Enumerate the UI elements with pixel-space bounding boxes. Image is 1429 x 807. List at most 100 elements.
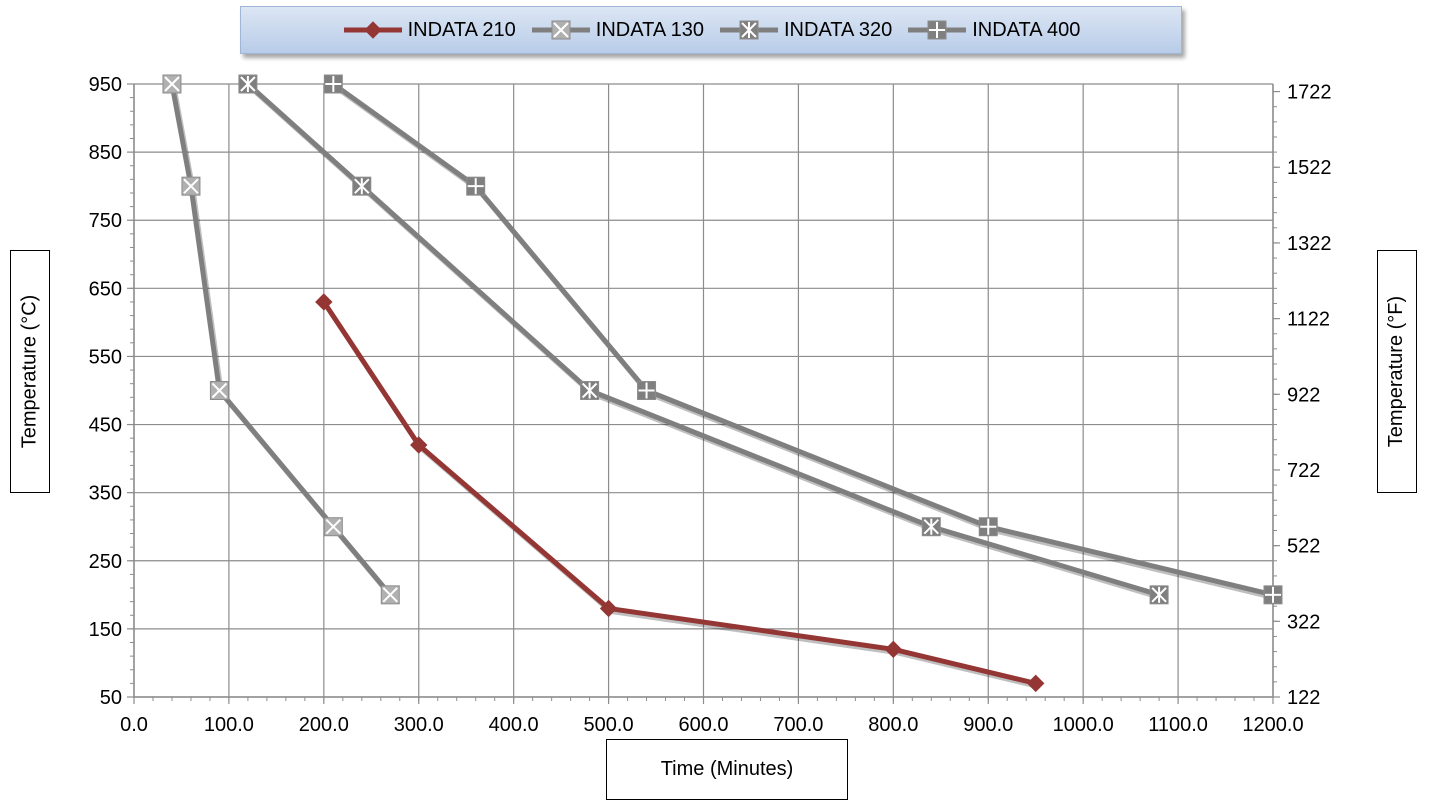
- x-tick-label: 100.0: [204, 714, 254, 736]
- data-point: [238, 74, 258, 94]
- diamond-marker: [884, 640, 903, 659]
- y-tick-label: 550: [89, 346, 122, 368]
- y-tick-label: 350: [89, 483, 122, 505]
- x-tick-label: 200.0: [299, 714, 349, 736]
- data-point: [209, 381, 229, 400]
- tick-labels: 0.0 100.0 200.0 300.0 400.0 500.0 600.0 700.0 80…: [89, 74, 1332, 736]
- x-tick-label: 400.0: [489, 714, 539, 736]
- y-tick-label: 850: [89, 142, 122, 164]
- data-point: [466, 176, 486, 196]
- legend-item: INDATA 130: [530, 18, 704, 42]
- data-point: [884, 640, 903, 659]
- y-axis-title: Temperature (°C): [18, 294, 41, 449]
- series-line: [169, 83, 393, 597]
- x-tick-label: 1200.0: [1242, 714, 1303, 736]
- y2-axis-title-box: Temperature (°F): [1377, 250, 1417, 493]
- marker-cross: [382, 587, 398, 603]
- y2-tick-label: 1322: [1287, 233, 1332, 255]
- series-indata-400: [323, 74, 1283, 605]
- data-point: [1027, 674, 1045, 693]
- x-tick-label: 700.0: [773, 714, 823, 736]
- diamond-marker: [363, 21, 382, 39]
- data-point: [323, 517, 343, 537]
- y2-tick-label: 1522: [1287, 157, 1332, 179]
- y-axis-title-box: Temperature (°C): [10, 250, 50, 493]
- y2-tick-label: 722: [1287, 460, 1320, 482]
- y2-tick-label: 1722: [1287, 82, 1332, 104]
- y2-tick-label: 922: [1287, 384, 1320, 406]
- x-tick-label: 800.0: [868, 714, 918, 736]
- y-tick-label: 750: [89, 210, 122, 232]
- x-tick-label: 1100.0: [1148, 714, 1208, 736]
- x-axis-title: Time (Minutes): [660, 758, 794, 780]
- legend-item: INDATA 210: [342, 18, 516, 42]
- data-point: [927, 20, 947, 40]
- data-point: [921, 517, 941, 537]
- y-tick-label: 450: [89, 415, 122, 437]
- legend-swatch: [908, 20, 967, 40]
- legend-item: INDATA 400: [906, 18, 1080, 42]
- legend-label: INDATA 210: [407, 18, 516, 41]
- x-tick-label: 1000.0: [1053, 714, 1114, 736]
- marker-cross: [553, 22, 569, 38]
- marker-cross: [325, 519, 342, 535]
- data-point: [551, 20, 571, 40]
- legend-swatch: [343, 21, 402, 39]
- series-indata-130: [162, 74, 400, 605]
- y-tick-label: 250: [89, 551, 122, 573]
- data-point: [637, 381, 657, 400]
- data-point: [380, 585, 400, 605]
- data-point: [181, 176, 201, 196]
- data-point: [162, 74, 182, 94]
- y2-tick-label: 522: [1287, 536, 1320, 558]
- x-tick-label: 0.0: [120, 714, 148, 736]
- legend-item: INDATA 320: [718, 18, 892, 42]
- legend-swatch: [720, 20, 778, 40]
- x-tick-label: 600.0: [678, 714, 728, 736]
- data-point: [323, 74, 343, 94]
- data-point: [1149, 585, 1169, 605]
- series-line-shadow: [333, 84, 1276, 601]
- series-lines: [162, 74, 1283, 693]
- y2-axis-title: Temperature (°F): [1385, 295, 1408, 448]
- y-tick-label: 150: [89, 619, 122, 641]
- marker-cross: [211, 382, 228, 399]
- data-point: [1263, 585, 1283, 605]
- y2-tick-label: 122: [1287, 687, 1320, 709]
- y-tick-label: 950: [89, 74, 122, 96]
- legend-label: INDATA 320: [784, 18, 893, 41]
- series-indata-320: [238, 74, 1169, 605]
- diamond-marker: [599, 599, 618, 618]
- x-tick-label: 500.0: [584, 714, 634, 736]
- marker-cross: [164, 76, 180, 92]
- data-point: [363, 21, 382, 39]
- legend: INDATA 210 INDATA 130 INDATA 320 INDATA 400: [240, 6, 1182, 54]
- diamond-marker: [410, 436, 428, 454]
- x-tick-label: 900.0: [963, 714, 1013, 736]
- diamond-marker: [1027, 674, 1045, 693]
- y2-tick-label: 1122: [1287, 309, 1330, 331]
- x-axis-title-box: Time (Minutes): [606, 739, 848, 800]
- marker-cross: [183, 178, 199, 194]
- series-line-shadow: [248, 85, 1162, 601]
- y2-tick-label: 322: [1287, 611, 1320, 633]
- gridlines: [133, 83, 1274, 698]
- data-point: [599, 599, 618, 618]
- data-point: [315, 293, 333, 311]
- legend-label: INDATA 400: [972, 18, 1081, 41]
- diamond-marker: [315, 293, 333, 311]
- x-tick-label: 300.0: [394, 714, 444, 736]
- y-tick-label: 650: [89, 278, 122, 300]
- y-tick-label: 50: [100, 687, 122, 709]
- data-point: [580, 381, 600, 400]
- series-line-shadow: [171, 86, 395, 600]
- data-point: [352, 176, 372, 196]
- legend-swatch: [531, 20, 590, 40]
- legend-label: INDATA 130: [595, 18, 704, 41]
- series-indata-210: [315, 293, 1045, 693]
- series-line: [331, 81, 1274, 598]
- data-point: [410, 436, 428, 454]
- data-point: [739, 20, 759, 40]
- data-point: [978, 517, 998, 537]
